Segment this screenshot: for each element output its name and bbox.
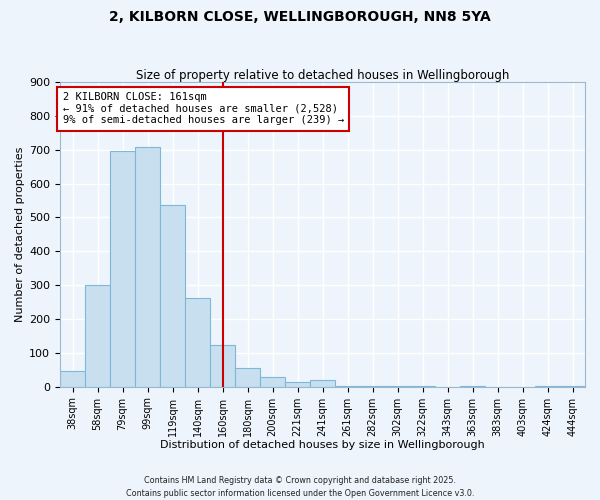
Bar — [135, 148, 160, 386]
Bar — [310, 380, 335, 386]
Bar — [160, 204, 185, 386]
Bar — [60, 372, 85, 386]
Text: 2 KILBORN CLOSE: 161sqm
← 91% of detached houses are smaller (2,528)
9% of semi-: 2 KILBORN CLOSE: 161sqm ← 91% of detache… — [62, 92, 344, 126]
Bar — [260, 378, 285, 386]
Bar — [85, 285, 110, 386]
Bar — [185, 298, 210, 386]
X-axis label: Distribution of detached houses by size in Wellingborough: Distribution of detached houses by size … — [160, 440, 485, 450]
Title: Size of property relative to detached houses in Wellingborough: Size of property relative to detached ho… — [136, 69, 509, 82]
Text: Contains HM Land Registry data © Crown copyright and database right 2025.
Contai: Contains HM Land Registry data © Crown c… — [126, 476, 474, 498]
Bar — [235, 368, 260, 386]
Text: 2, KILBORN CLOSE, WELLINGBOROUGH, NN8 5YA: 2, KILBORN CLOSE, WELLINGBOROUGH, NN8 5Y… — [109, 10, 491, 24]
Bar — [285, 382, 310, 386]
Bar — [210, 346, 235, 387]
Y-axis label: Number of detached properties: Number of detached properties — [15, 146, 25, 322]
Bar — [110, 152, 135, 386]
